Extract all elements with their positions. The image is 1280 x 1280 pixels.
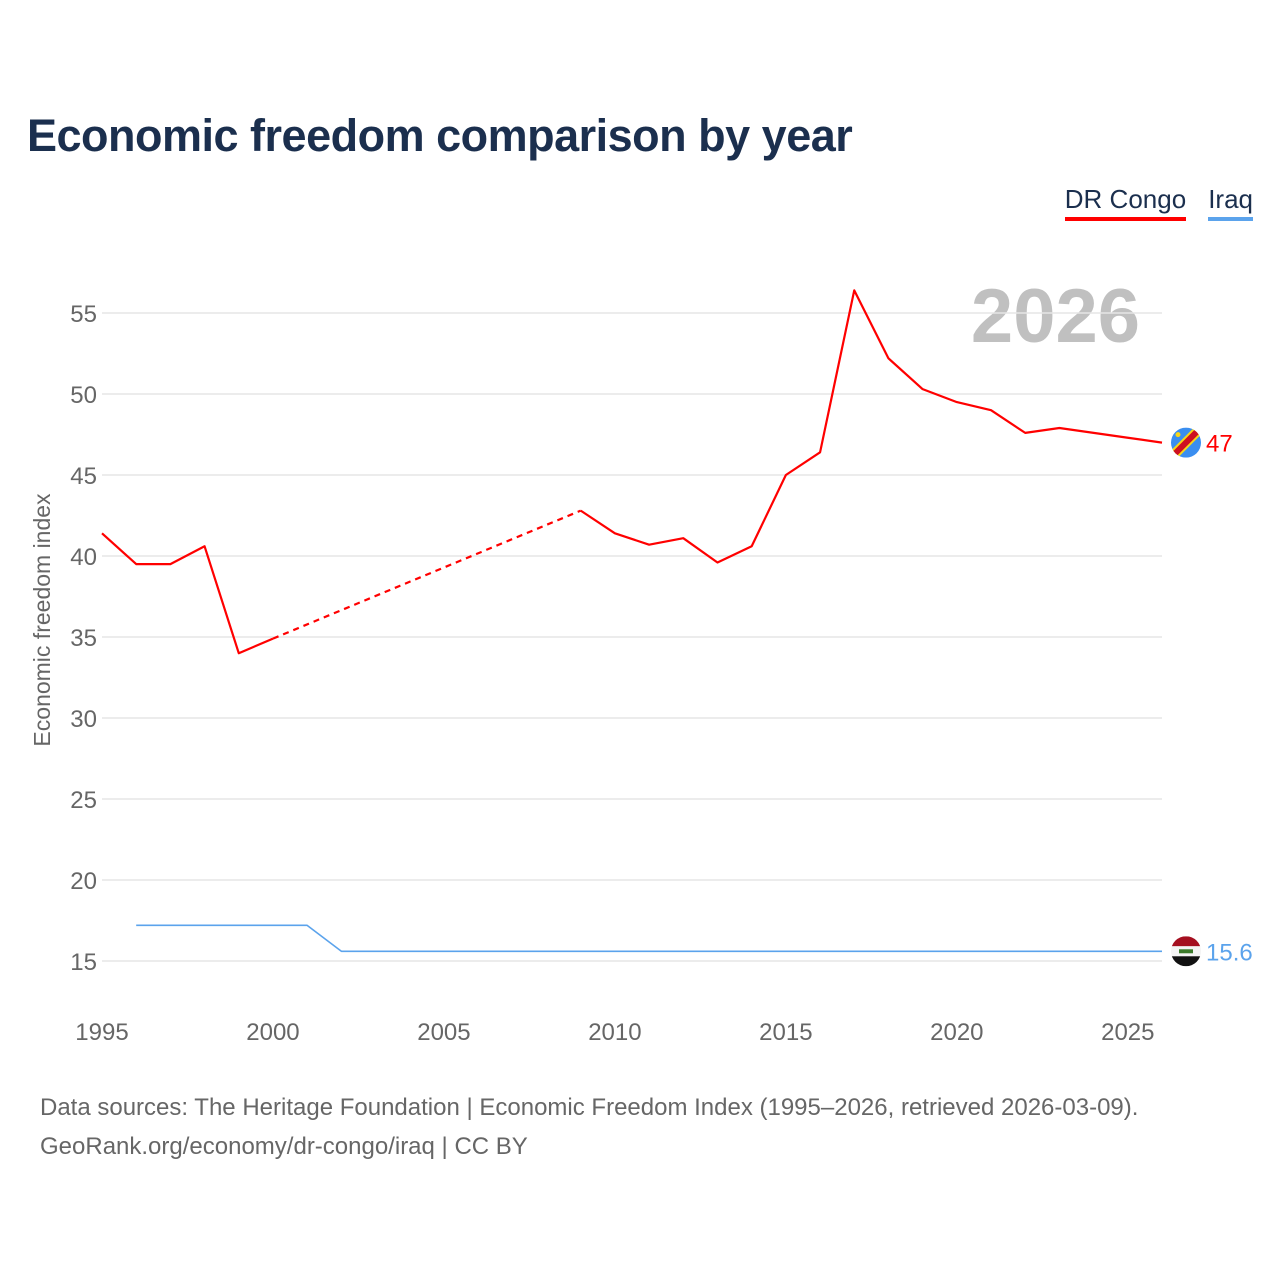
legend-iraq[interactable]: Iraq: [1208, 184, 1253, 221]
series-gap-dashed-line: [272, 509, 582, 640]
y-tick-label: 25: [70, 787, 97, 814]
footer: Data sources: The Heritage Foundation | …: [40, 1088, 1138, 1166]
x-tick-label: 2005: [417, 1019, 470, 1046]
x-tick-label: 2015: [759, 1019, 812, 1046]
y-axis-label: Economic freedom index: [29, 493, 55, 747]
y-tick-label: 55: [70, 301, 97, 328]
attribution-text: GeoRank.org/economy/dr-congo/iraq | CC B…: [40, 1133, 528, 1160]
dr-congo-flag-icon: [1171, 427, 1201, 458]
y-tick-label: 15: [70, 949, 97, 976]
legend-dr-congo[interactable]: DR Congo: [1064, 184, 1187, 221]
x-tick-label: 1995: [75, 1019, 128, 1046]
y-tick-label: 40: [70, 544, 97, 571]
x-tick-label: 2010: [588, 1019, 641, 1046]
end-value-label-iraq: 15.6: [1206, 939, 1253, 966]
series-line-dr-congo: [580, 289, 1163, 564]
year-watermark: 2026: [971, 274, 1140, 359]
iraq-flag-icon: [1171, 936, 1201, 967]
x-tick-label: 2000: [246, 1019, 299, 1046]
y-tick-label: 35: [70, 625, 97, 652]
legend: DR Congo Iraq: [1064, 184, 1253, 221]
y-tick-label: 30: [70, 706, 97, 733]
series-line-dr-congo: [101, 532, 274, 655]
chart-title: Economic freedom comparison by year: [27, 110, 853, 161]
x-tick-label: 2020: [930, 1019, 983, 1046]
series-line-iraq: [136, 924, 1162, 953]
end-value-label-dr-congo: 47: [1206, 431, 1233, 458]
source-text: Data sources: The Heritage Foundation | …: [40, 1094, 1139, 1121]
y-tick-label: 45: [70, 463, 97, 490]
y-tick-label: 50: [70, 382, 97, 409]
x-tick-label: 2025: [1101, 1019, 1154, 1046]
y-tick-label: 20: [70, 868, 97, 895]
